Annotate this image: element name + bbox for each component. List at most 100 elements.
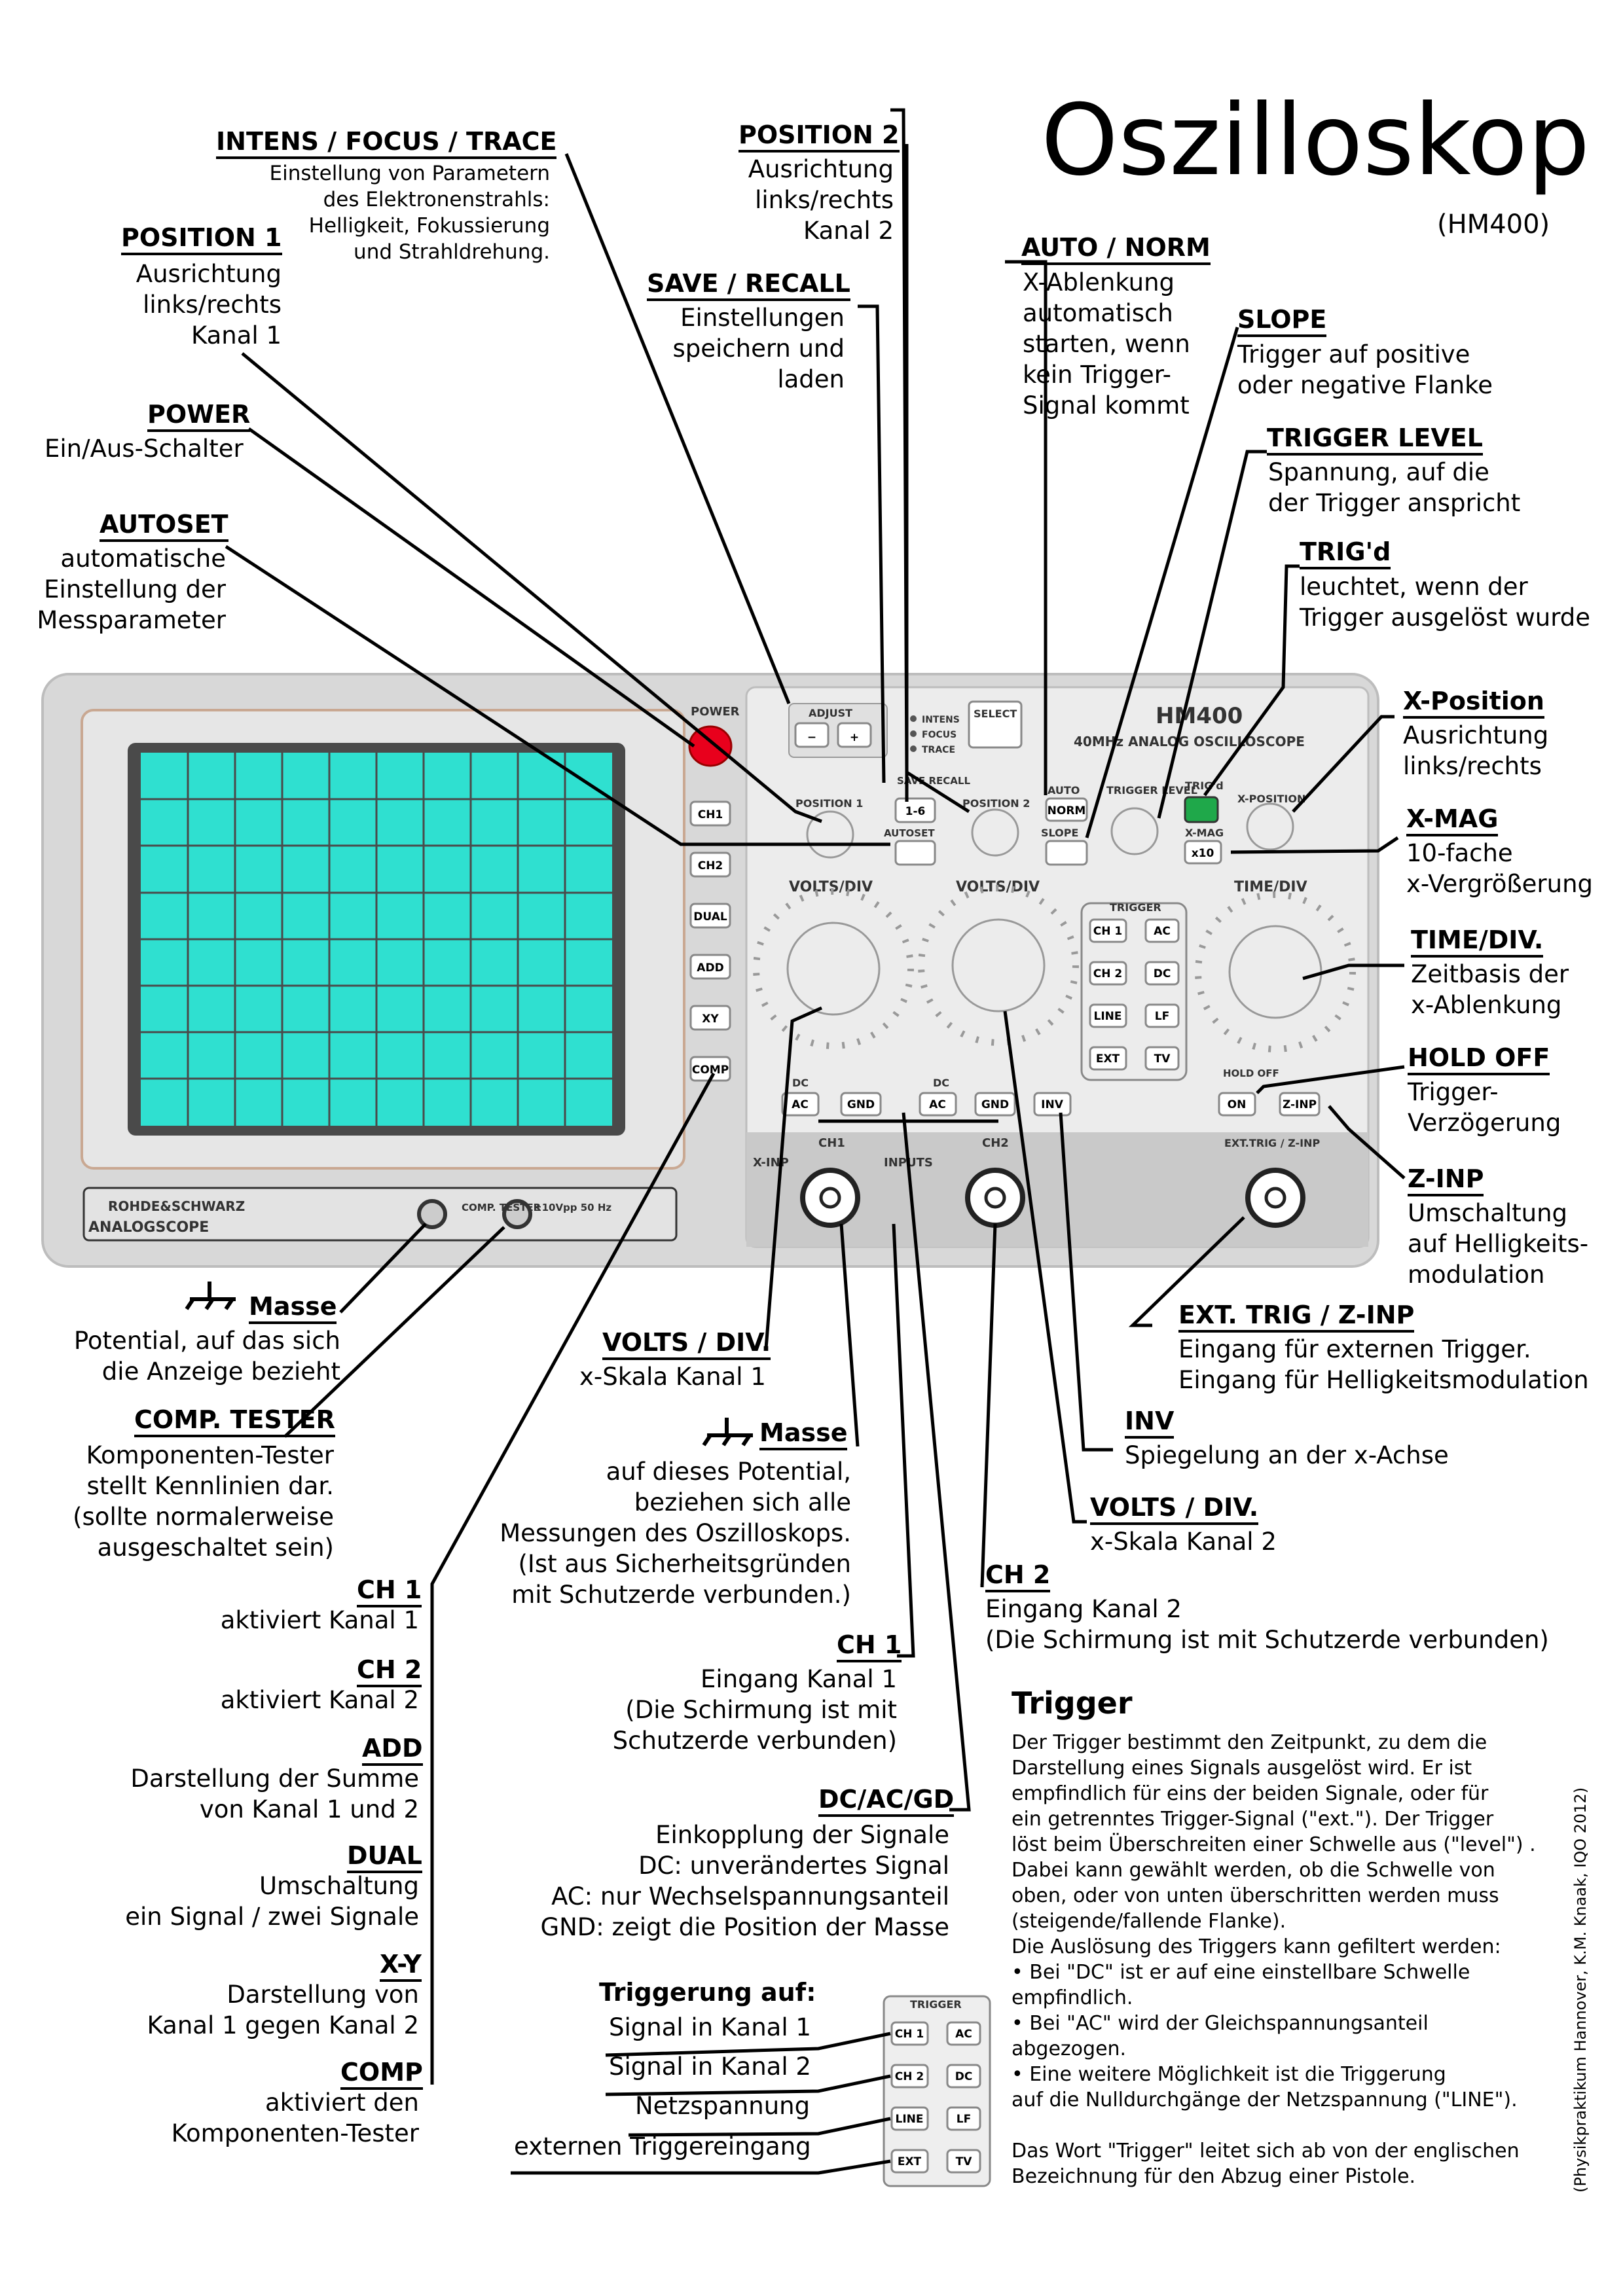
mini-trig-ext-label: EXT xyxy=(898,2155,922,2168)
maker-name: ROHDE&SCHWARZ xyxy=(108,1198,245,1214)
ch2-button-text: aktiviert Kanal 2 xyxy=(220,1686,419,1714)
autoset-panel-label: AUTOSET xyxy=(884,827,935,839)
trig-line-button[interactable] xyxy=(1089,1003,1127,1028)
time-div-knob[interactable] xyxy=(1228,925,1322,1019)
add-mode-button[interactable] xyxy=(689,954,731,980)
slope-button[interactable] xyxy=(1045,840,1088,866)
ch1-gnd-button[interactable] xyxy=(840,1092,882,1117)
mini-trig-tv-button[interactable] xyxy=(946,2149,981,2174)
xy-mode-button[interactable] xyxy=(689,1005,731,1031)
trig-ch2-label: CH 2 xyxy=(1093,967,1122,980)
adjust-minus-button[interactable] xyxy=(794,722,830,748)
autoset-button[interactable] xyxy=(894,840,936,866)
maker-plate xyxy=(82,1187,678,1242)
trig-dc-button[interactable] xyxy=(1144,961,1180,986)
select-button[interactable] xyxy=(968,700,1023,749)
page-title: Oszilloskop xyxy=(1041,84,1590,198)
trigger-level-heading: TRIGGER LEVEL xyxy=(1267,423,1483,456)
hold-off-button[interactable] xyxy=(1218,1092,1256,1117)
autoset-text: automatische Einstellung der Messparamet… xyxy=(37,545,226,634)
power-text: Ein/Aus-Schalter xyxy=(45,435,244,463)
auto-panel-label: AUTO xyxy=(1048,784,1080,797)
comp-tester-heading: COMP. TESTER xyxy=(134,1405,335,1437)
ch2-gnd-button[interactable] xyxy=(974,1092,1016,1117)
trig-tv-button[interactable] xyxy=(1144,1046,1180,1071)
zinp-button[interactable] xyxy=(1279,1092,1321,1117)
trigd-heading: TRIG'd xyxy=(1300,537,1391,569)
trigger-explanation-title: Trigger xyxy=(1012,1685,1133,1721)
save-recall-button[interactable] xyxy=(894,797,936,823)
ch2-button-heading: CH 2 xyxy=(357,1655,422,1687)
auto-norm-button[interactable] xyxy=(1045,797,1088,822)
mini-trig-line-button[interactable] xyxy=(890,2106,929,2131)
ch1-ac-button[interactable] xyxy=(781,1092,820,1117)
trace-led xyxy=(910,745,917,752)
ch2-mode-button[interactable] xyxy=(689,852,731,878)
dc-label-2: DC xyxy=(933,1077,949,1089)
dc-label-1: DC xyxy=(792,1077,809,1089)
select-label: SELECT xyxy=(974,708,1017,720)
trigd-panel-label: TRIG'd xyxy=(1185,780,1224,792)
minus-glyph: − xyxy=(807,731,816,744)
trig-ac-button[interactable] xyxy=(1144,918,1180,943)
on-label: ON xyxy=(1228,1098,1247,1111)
plus-glyph: + xyxy=(850,731,859,744)
power-heading: POWER xyxy=(147,400,251,432)
comp-tester-ground-jack[interactable] xyxy=(417,1199,447,1229)
leader-lines xyxy=(225,108,1406,2085)
trigger-group xyxy=(1080,902,1188,1081)
mini-trig-ac-label: AC xyxy=(955,2028,972,2041)
ext-trig-panel-label: EXT.TRIG / Z-INP xyxy=(1224,1137,1320,1149)
ch2-input-heading: CH 2 xyxy=(985,1560,1051,1592)
mini-trig-ac-button[interactable] xyxy=(946,2021,981,2046)
trace-panel-label: TRACE xyxy=(922,745,955,755)
ch2-mode-label: CH2 xyxy=(698,859,723,872)
mini-trig-lf-button[interactable] xyxy=(946,2106,981,2131)
position2-knob[interactable] xyxy=(971,808,1019,857)
xposition-text: Ausrichtung links/rechts xyxy=(1403,721,1549,780)
xposition-heading: X-Position xyxy=(1403,687,1544,719)
trigger-level-panel-label: TRIGGER LEVEL xyxy=(1106,784,1197,797)
mini-trig-dc-label: DC xyxy=(955,2070,973,2083)
ch1-input-text: Eingang Kanal 1 (Die Schirmung ist mit S… xyxy=(612,1665,897,1755)
trig-ext-button[interactable] xyxy=(1089,1046,1127,1071)
volts-div-1-knob[interactable] xyxy=(786,922,881,1016)
ch1-mode-button[interactable] xyxy=(689,800,731,827)
mini-trig-ch2-button[interactable] xyxy=(890,2064,929,2089)
trig-ch2-button[interactable] xyxy=(1089,961,1127,986)
adjust-plus-button[interactable] xyxy=(837,722,872,748)
mini-trigger-label: TRIGGER xyxy=(910,1998,962,2011)
volts-div-2-knob[interactable] xyxy=(951,918,1046,1013)
comp-tester-jack[interactable] xyxy=(502,1199,532,1229)
hold-off-panel-label: HOLD OFF xyxy=(1223,1067,1279,1079)
add-heading: ADD xyxy=(362,1734,423,1766)
volts-div-2-text: x-Skala Kanal 2 xyxy=(1090,1528,1277,1556)
intens-led xyxy=(910,715,917,722)
hold-off-text: Trigger- Verzögerung xyxy=(1408,1078,1561,1137)
ch1-input-panel-label: CH1 xyxy=(818,1136,845,1150)
volts-div-2-heading: VOLTS / DIV. xyxy=(1090,1493,1259,1525)
power-button[interactable] xyxy=(688,725,733,767)
dual-mode-button[interactable] xyxy=(689,903,731,929)
mini-trig-dc-button[interactable] xyxy=(946,2064,981,2089)
mini-trig-ext-button[interactable] xyxy=(890,2149,929,2174)
inv-button[interactable] xyxy=(1033,1092,1072,1117)
time-div-panel-label: TIME/DIV xyxy=(1234,879,1307,895)
comp-heading: COMP xyxy=(340,2058,423,2090)
time-div-heading: TIME/DIV. xyxy=(1411,925,1544,958)
credit-line: (Physikpraktikum Hannover, K.M. Knaak, I… xyxy=(1571,1787,1590,2193)
mini-trig-ch1-button[interactable] xyxy=(890,2021,929,2046)
ext-trig-connector-pin xyxy=(1264,1187,1286,1209)
xmag-button[interactable] xyxy=(1184,840,1222,865)
ground-symbol-icon-2 xyxy=(702,1418,753,1446)
xposition-knob[interactable] xyxy=(1246,802,1294,851)
trig-ch1-button[interactable] xyxy=(1089,918,1127,943)
triggerung-lines xyxy=(511,2032,891,2175)
ch1-ac-label: AC xyxy=(792,1098,809,1111)
time-div-text: Zeitbasis der x-Ablenkung xyxy=(1411,960,1569,1019)
trig-lf-button[interactable] xyxy=(1144,1003,1180,1028)
triggerung-item-4: externen Triggereingang xyxy=(514,2132,811,2161)
trigger-level-knob[interactable] xyxy=(1110,807,1159,855)
ch2-ac-button[interactable] xyxy=(919,1092,957,1117)
mini-trig-ch1-label: CH 1 xyxy=(895,2028,924,2041)
